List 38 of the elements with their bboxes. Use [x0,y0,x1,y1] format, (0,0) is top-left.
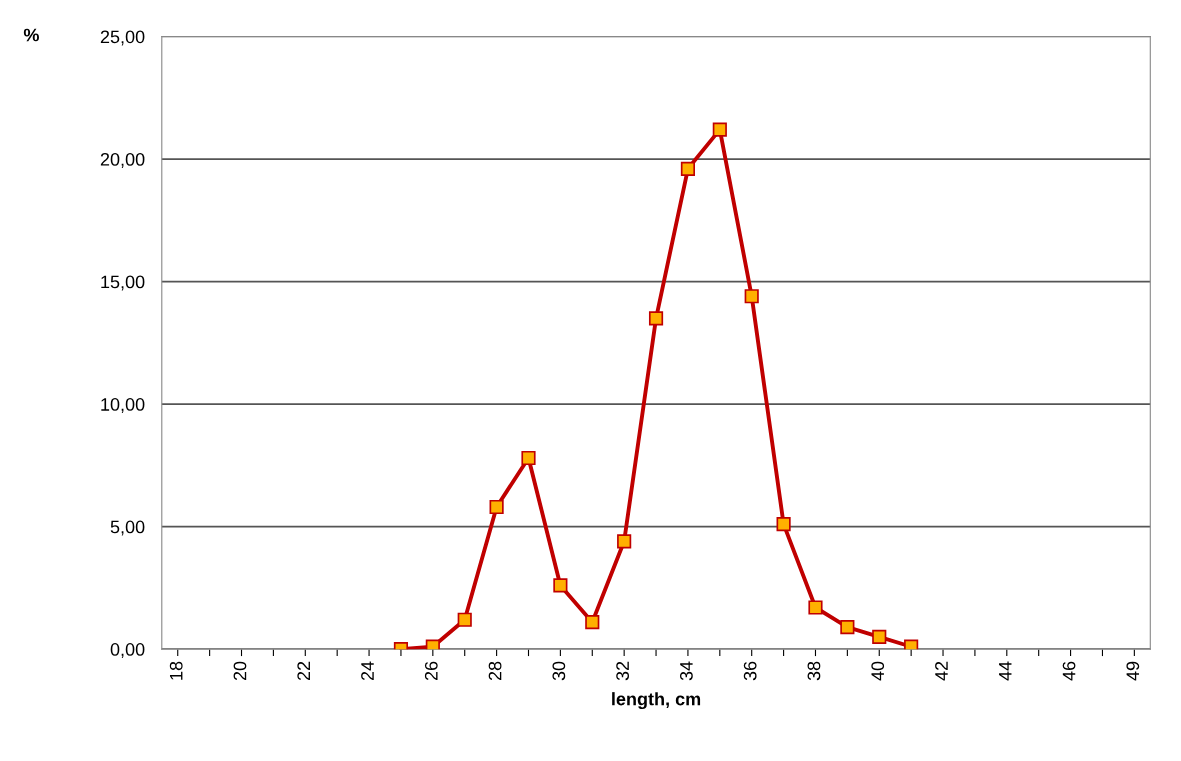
x-tick-label: 44 [999,661,1012,681]
x-tick-label: 24 [361,661,374,681]
x-axis-title: length, cm [612,692,701,710]
y-tick-label: 10,00 [101,398,145,413]
x-tick-label: 49 [1126,661,1140,681]
point [489,499,504,515]
y-tick-label: 15,00 [101,275,145,291]
point [840,619,855,635]
x-tick-label: 38 [807,661,821,681]
point [521,450,536,466]
y-tick-label: 5,00 [110,520,145,536]
point [680,161,696,176]
point [585,615,600,630]
point [776,517,791,532]
point [744,289,759,304]
point [648,311,664,326]
y-axis-title: % [23,28,39,42]
y-tick-label: 25,00 [100,30,145,46]
y-tick-label: 0,00 [110,643,145,658]
point [457,612,472,627]
x-tick-label: 20 [233,661,247,681]
x-tick-label: 32 [616,661,630,681]
x-tick-label: 34 [679,661,693,681]
x-tick-label: 42 [935,661,948,681]
x-tick-label: 26 [424,661,438,681]
x-tick-label: 18 [169,661,183,680]
point [872,629,887,644]
x-tick-label: 22 [297,661,310,681]
x-tick-label: 28 [488,661,502,681]
point [712,122,727,137]
point [808,600,823,615]
x-tick-label: 36 [743,661,757,681]
x-tick-label: 46 [1062,661,1076,681]
x-tick-label: 30 [552,661,566,681]
point [617,534,632,549]
y-tick-label: 20,00 [100,152,145,168]
x-tick-label: 40 [871,661,885,681]
point [553,578,568,593]
